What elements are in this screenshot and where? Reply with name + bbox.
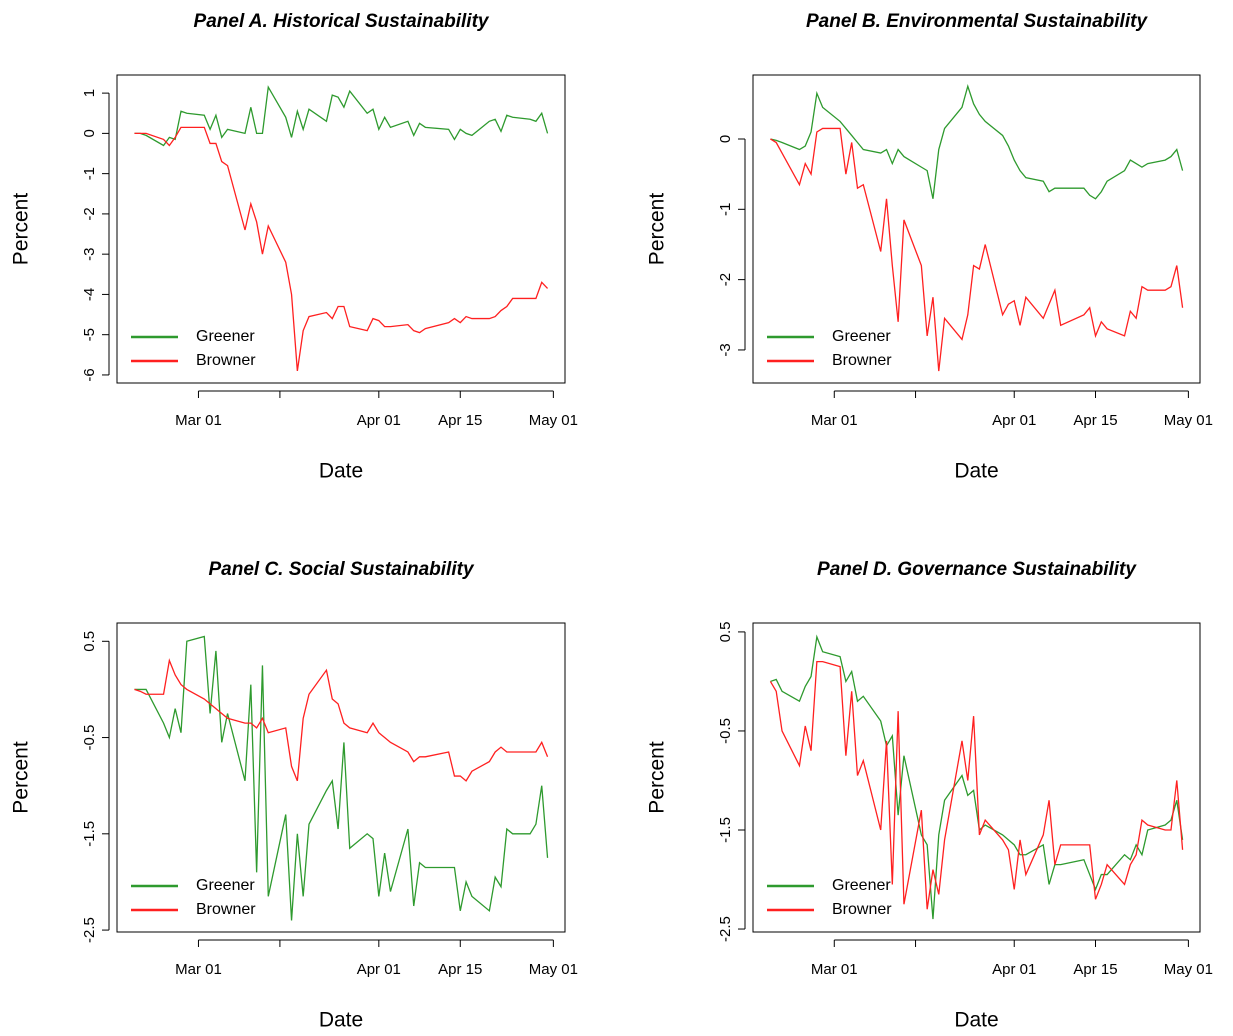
panel: Panel A. Historical Sustainability Date Pe… (10, 11, 578, 483)
x-tick-label: Mar 01 (175, 961, 222, 978)
y-tick-label: -0.5 (717, 718, 734, 744)
x-tick-label: Apr 01 (357, 412, 401, 429)
series-line (769, 660, 1184, 910)
y-tick-label: -1 (81, 167, 98, 180)
x-tick-label: Mar 01 (175, 412, 222, 429)
x-tick-label: Apr 15 (438, 961, 482, 978)
series-line (134, 635, 549, 921)
x-tick-label: May 01 (1164, 961, 1213, 978)
y-tick-label: 0.5 (81, 631, 98, 652)
y-tick-label: -2 (81, 207, 98, 220)
x-tick-label: Mar 01 (811, 412, 858, 429)
legend-label: Greener (832, 328, 891, 345)
panel: Panel B. Environmental Sustainability Dat… (646, 11, 1213, 483)
y-axis-label: Percent (10, 741, 33, 814)
y-tick-label: -1.5 (717, 817, 734, 843)
x-tick-label: Mar 01 (811, 961, 858, 978)
plot-frame (116, 622, 566, 933)
y-tick-label: 1 (81, 89, 98, 97)
panel-title: Panel A. Historical Sustainability (194, 11, 490, 32)
legend-label: Browner (196, 352, 256, 369)
legend-label: Greener (196, 328, 255, 345)
y-tick-label: -6 (81, 368, 98, 381)
y-axis-label: Percent (646, 193, 669, 266)
y-tick-label: 0 (717, 135, 734, 143)
series-line (134, 85, 549, 147)
y-tick-label: 0.5 (717, 621, 734, 642)
y-axis-label: Percent (10, 193, 33, 266)
y-tick-label: -4 (81, 288, 98, 301)
series-line (770, 84, 1184, 200)
x-axis-label: Date (954, 460, 998, 483)
x-axis-label: Date (954, 1009, 998, 1032)
panel-title: Panel C. Social Sustainability (208, 559, 474, 580)
x-tick-label: Apr 15 (438, 412, 482, 429)
y-tick-label: -2.5 (81, 917, 98, 943)
y-tick-label: -0.5 (81, 725, 98, 751)
legend-label: Greener (196, 877, 255, 894)
plot-frame (116, 74, 566, 384)
x-tick-label: May 01 (1164, 412, 1213, 429)
x-tick-label: May 01 (529, 412, 578, 429)
panel-title: Panel D. Governance Sustainability (817, 559, 1137, 580)
series-line (770, 634, 1184, 920)
x-tick-label: Apr 01 (357, 961, 401, 978)
y-tick-label: -5 (81, 328, 98, 341)
series-line (134, 126, 549, 372)
y-tick-label: -3 (717, 343, 734, 356)
legend-label: Browner (832, 901, 892, 918)
y-tick-label: -2.5 (717, 916, 734, 942)
y-tick-label: -2 (717, 273, 734, 286)
y-tick-label: -1.5 (81, 821, 98, 847)
plot-frame (752, 74, 1201, 384)
y-tick-label: -1 (717, 203, 734, 216)
series-line (770, 127, 1184, 372)
y-tick-label: 0 (81, 129, 98, 137)
x-axis-label: Date (319, 1009, 363, 1032)
x-tick-label: Apr 01 (992, 412, 1036, 429)
x-axis-label: Date (319, 460, 363, 483)
x-tick-label: Apr 01 (992, 961, 1036, 978)
plot-frame (752, 622, 1201, 933)
x-tick-label: May 01 (529, 961, 578, 978)
panel: Panel C. Social Sustainability Date Percen… (10, 559, 578, 1032)
x-tick-label: Apr 15 (1073, 412, 1117, 429)
legend-label: Greener (832, 877, 891, 894)
y-tick-label: -3 (81, 247, 98, 260)
panel-title: Panel B. Environmental Sustainability (806, 11, 1148, 32)
legend-label: Browner (832, 352, 892, 369)
x-tick-label: Apr 15 (1073, 961, 1117, 978)
series-line (134, 658, 549, 782)
y-axis-label: Percent (646, 741, 669, 814)
panel: Panel D. Governance Sustainability Date Pe… (646, 559, 1213, 1032)
legend-label: Browner (196, 901, 256, 918)
